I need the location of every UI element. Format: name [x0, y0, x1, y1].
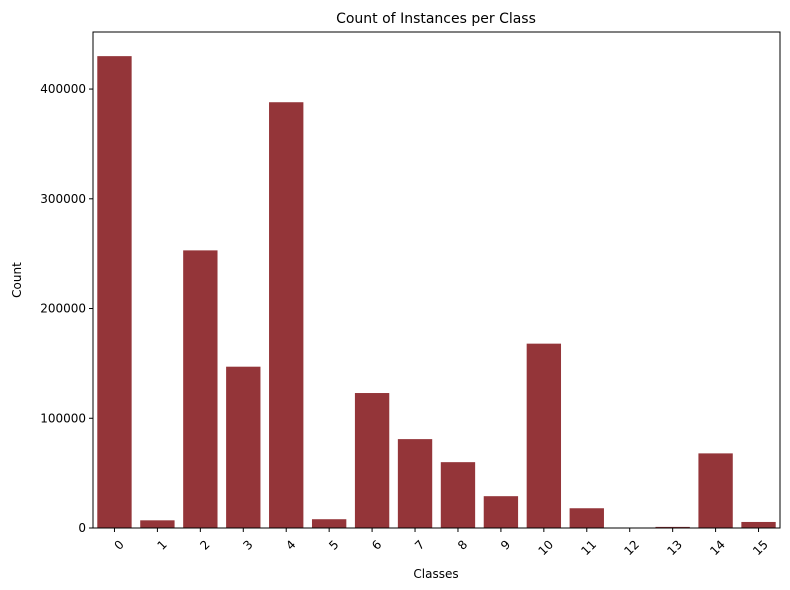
bar-class-9 [483, 496, 519, 528]
bar-class-8 [440, 462, 476, 528]
y-tick-label: 300000 [40, 192, 86, 206]
x-axis-ticks: 0 1 2 3 4 5 6 7 8 9 10 11 12 13 14 15 [112, 528, 771, 558]
chart-title: Count of Instances per Class [336, 11, 536, 27]
bar-class-3 [226, 366, 261, 528]
bar-class-10 [526, 343, 562, 528]
bar-class-1 [140, 520, 175, 528]
bar-class-11 [569, 508, 604, 528]
bars-group [97, 56, 776, 528]
bar-class-4 [269, 102, 304, 528]
plot-frame [92, 31, 781, 529]
y-tick-label: 400000 [40, 82, 86, 96]
bar-class-14 [698, 453, 733, 528]
bar-class-13 [655, 526, 690, 528]
bar-class-15 [741, 521, 776, 528]
y-axis-ticks: 0 100000 200000 300000 400000 [40, 82, 93, 535]
bar-class-0 [97, 56, 132, 528]
x-axis-label: Classes [413, 567, 458, 581]
bar-class-7 [397, 439, 433, 528]
bar-class-6 [354, 393, 390, 528]
y-tick-label: 0 [78, 521, 86, 535]
bar-class-5 [311, 519, 347, 528]
y-tick-label: 200000 [40, 302, 86, 316]
y-tick-label: 100000 [40, 411, 86, 425]
y-axis-label: Count [10, 262, 24, 298]
bar-class-2 [183, 250, 218, 528]
